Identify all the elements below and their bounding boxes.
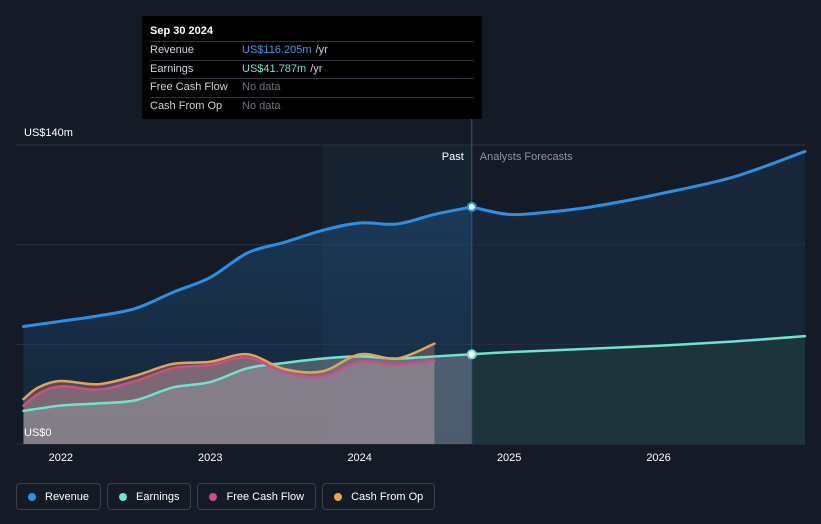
earnings-forecast-line <box>470 334 807 356</box>
x-tick-label: 2022 <box>49 452 73 464</box>
tooltip-row-earnings: Earnings US$41.787m /yr <box>150 59 474 79</box>
tooltip-row-revenue: Revenue US$116.205m /yr <box>150 41 474 60</box>
series-lines <box>21 149 807 413</box>
tooltip: Sep 30 2024 Revenue US$116.205m /yr Earn… <box>142 16 482 119</box>
tooltip-value: No data <box>242 81 281 93</box>
legend-label: Earnings <box>136 490 180 503</box>
revenue-line <box>21 205 474 329</box>
x-tick-label: 2025 <box>497 452 521 464</box>
forecast-label: Analysts Forecasts <box>480 151 573 163</box>
y-tick-label: US$0 <box>24 427 52 439</box>
tooltip-label: Free Cash Flow <box>150 81 228 93</box>
legend-dot-icon <box>209 492 218 501</box>
series-markers <box>466 201 477 360</box>
legend: Revenue Earnings Free Cash Flow Cash Fro… <box>16 483 436 510</box>
revenue-marker <box>466 201 477 212</box>
tooltip-row-free-cash-flow: Free Cash Flow No data <box>150 78 474 97</box>
series-areas <box>23 118 805 444</box>
tooltip-value: No data <box>242 99 281 112</box>
legend-item-cash-from-op[interactable]: Cash From Op <box>322 483 436 510</box>
y-tick-label: US$140m <box>24 127 73 139</box>
revenue-forecast-line <box>470 149 807 217</box>
x-tick-label: 2024 <box>347 452 371 464</box>
axis-labels: US$140m US$0 2022 2023 2024 2025 2026 <box>24 127 671 464</box>
legend-dot-icon <box>334 492 343 501</box>
earnings-marker <box>466 349 477 360</box>
tooltip-label: Revenue <box>150 44 195 56</box>
tooltip-label: Earnings <box>150 62 194 75</box>
free-cash-flow-area <box>23 357 435 444</box>
tooltip-row-cash-from-op: Cash From Op No data <box>150 96 474 116</box>
tooltip-value: US$116.205m <box>242 44 312 56</box>
tooltip-unit: /yr <box>310 62 323 75</box>
legend-item-earnings[interactable]: Earnings <box>107 483 192 510</box>
tooltip-label: Cash From Op <box>150 99 223 112</box>
legend-label: Free Cash Flow <box>226 490 305 503</box>
earnings-area <box>23 354 472 444</box>
cash-from-op-line <box>22 342 436 401</box>
x-tick-label: 2026 <box>646 452 670 464</box>
legend-dot-icon <box>119 492 128 501</box>
legend-item-revenue[interactable]: Revenue <box>16 483 102 510</box>
legend-dot-icon <box>28 492 36 501</box>
tooltip-unit: /yr <box>315 44 328 56</box>
x-tick-label: 2023 <box>198 452 222 464</box>
earnings-forecast-area <box>471 336 805 444</box>
past-label: Past <box>442 151 464 163</box>
tooltip-value: US$41.787m <box>242 62 307 75</box>
tooltip-date: Sep 30 2024 <box>150 25 213 37</box>
legend-label: Cash From Op <box>351 490 424 503</box>
legend-item-free-cash-flow[interactable]: Free Cash Flow <box>197 483 317 510</box>
free-cash-flow-line <box>22 356 436 407</box>
region-labels: Past Analysts Forecasts <box>442 151 573 163</box>
legend-label: Revenue <box>45 490 90 503</box>
